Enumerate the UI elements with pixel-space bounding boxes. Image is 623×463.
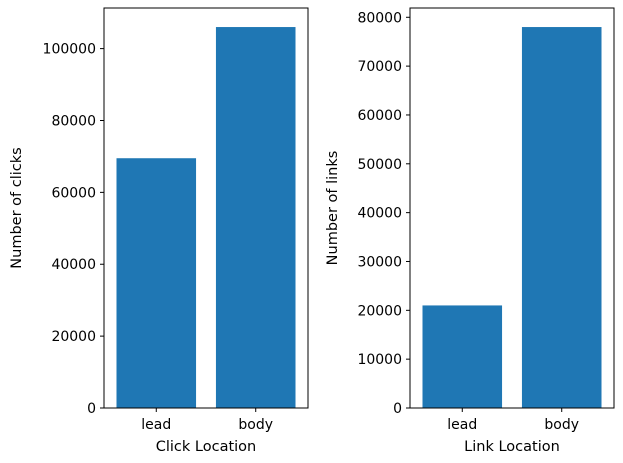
y-tick-label: 70000: [357, 59, 402, 75]
y-tick-label: 20000: [357, 303, 402, 319]
y-tick-label: 80000: [51, 113, 96, 129]
plot-frame: [409, 7, 615, 409]
chart-clicks-by-location: Click Location Number of clicks lead body…: [9, 7, 309, 455]
x-axis-label: Click Location: [156, 439, 257, 455]
y-tick-label: 60000: [357, 108, 402, 124]
y-tick-label: 30000: [357, 254, 402, 270]
y-tick-label: 50000: [357, 157, 402, 173]
y-tick-label: 40000: [51, 257, 96, 273]
x-tick-label: lead: [141, 417, 171, 433]
y-tick-label: 20000: [51, 329, 96, 345]
bar-body: [521, 27, 602, 409]
y-tick-label: 60000: [51, 185, 96, 201]
x-axis-label: Link Location: [464, 439, 560, 455]
y-tick-label: 0: [393, 401, 402, 417]
y-tick-label: 100000: [43, 42, 96, 58]
y-tick-label: 0: [87, 401, 96, 417]
x-tick-label: lead: [447, 417, 477, 433]
y-tick-label: 80000: [357, 10, 402, 26]
y-axis-label: Number of clicks: [9, 147, 25, 268]
x-tick-label: body: [238, 417, 273, 433]
bar-lead: [116, 158, 197, 408]
chart-links-by-location: Link Location Number of links lead body 0 1…: [325, 7, 615, 455]
plot-frame: [103, 7, 309, 409]
bar-body: [215, 27, 296, 409]
y-tick-label: 40000: [357, 206, 402, 222]
x-tick-label: body: [544, 417, 579, 433]
y-axis-label: Number of links: [325, 151, 341, 266]
y-tick-label: 10000: [357, 352, 402, 368]
bar-lead: [422, 305, 503, 408]
